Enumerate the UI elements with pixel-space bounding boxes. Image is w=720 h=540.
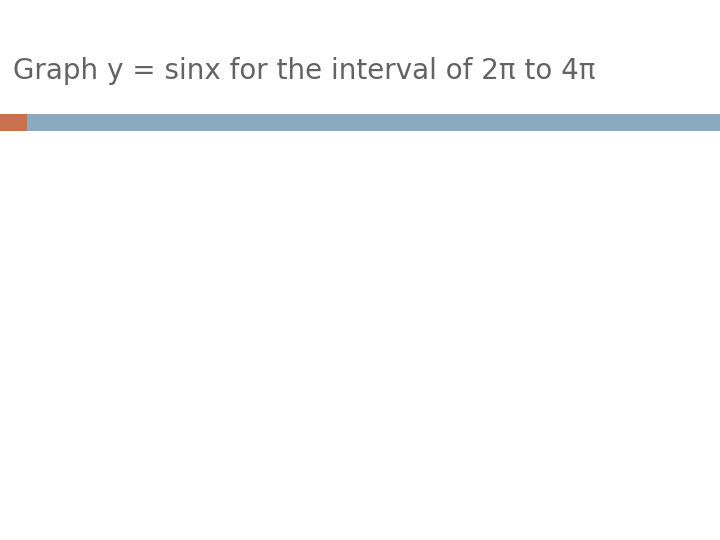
Bar (27, 114, 720, 131)
Text: Graph y = sinx for the interval of 2π to 4π: Graph y = sinx for the interval of 2π to… (13, 57, 595, 85)
Bar (0, 114, 27, 131)
